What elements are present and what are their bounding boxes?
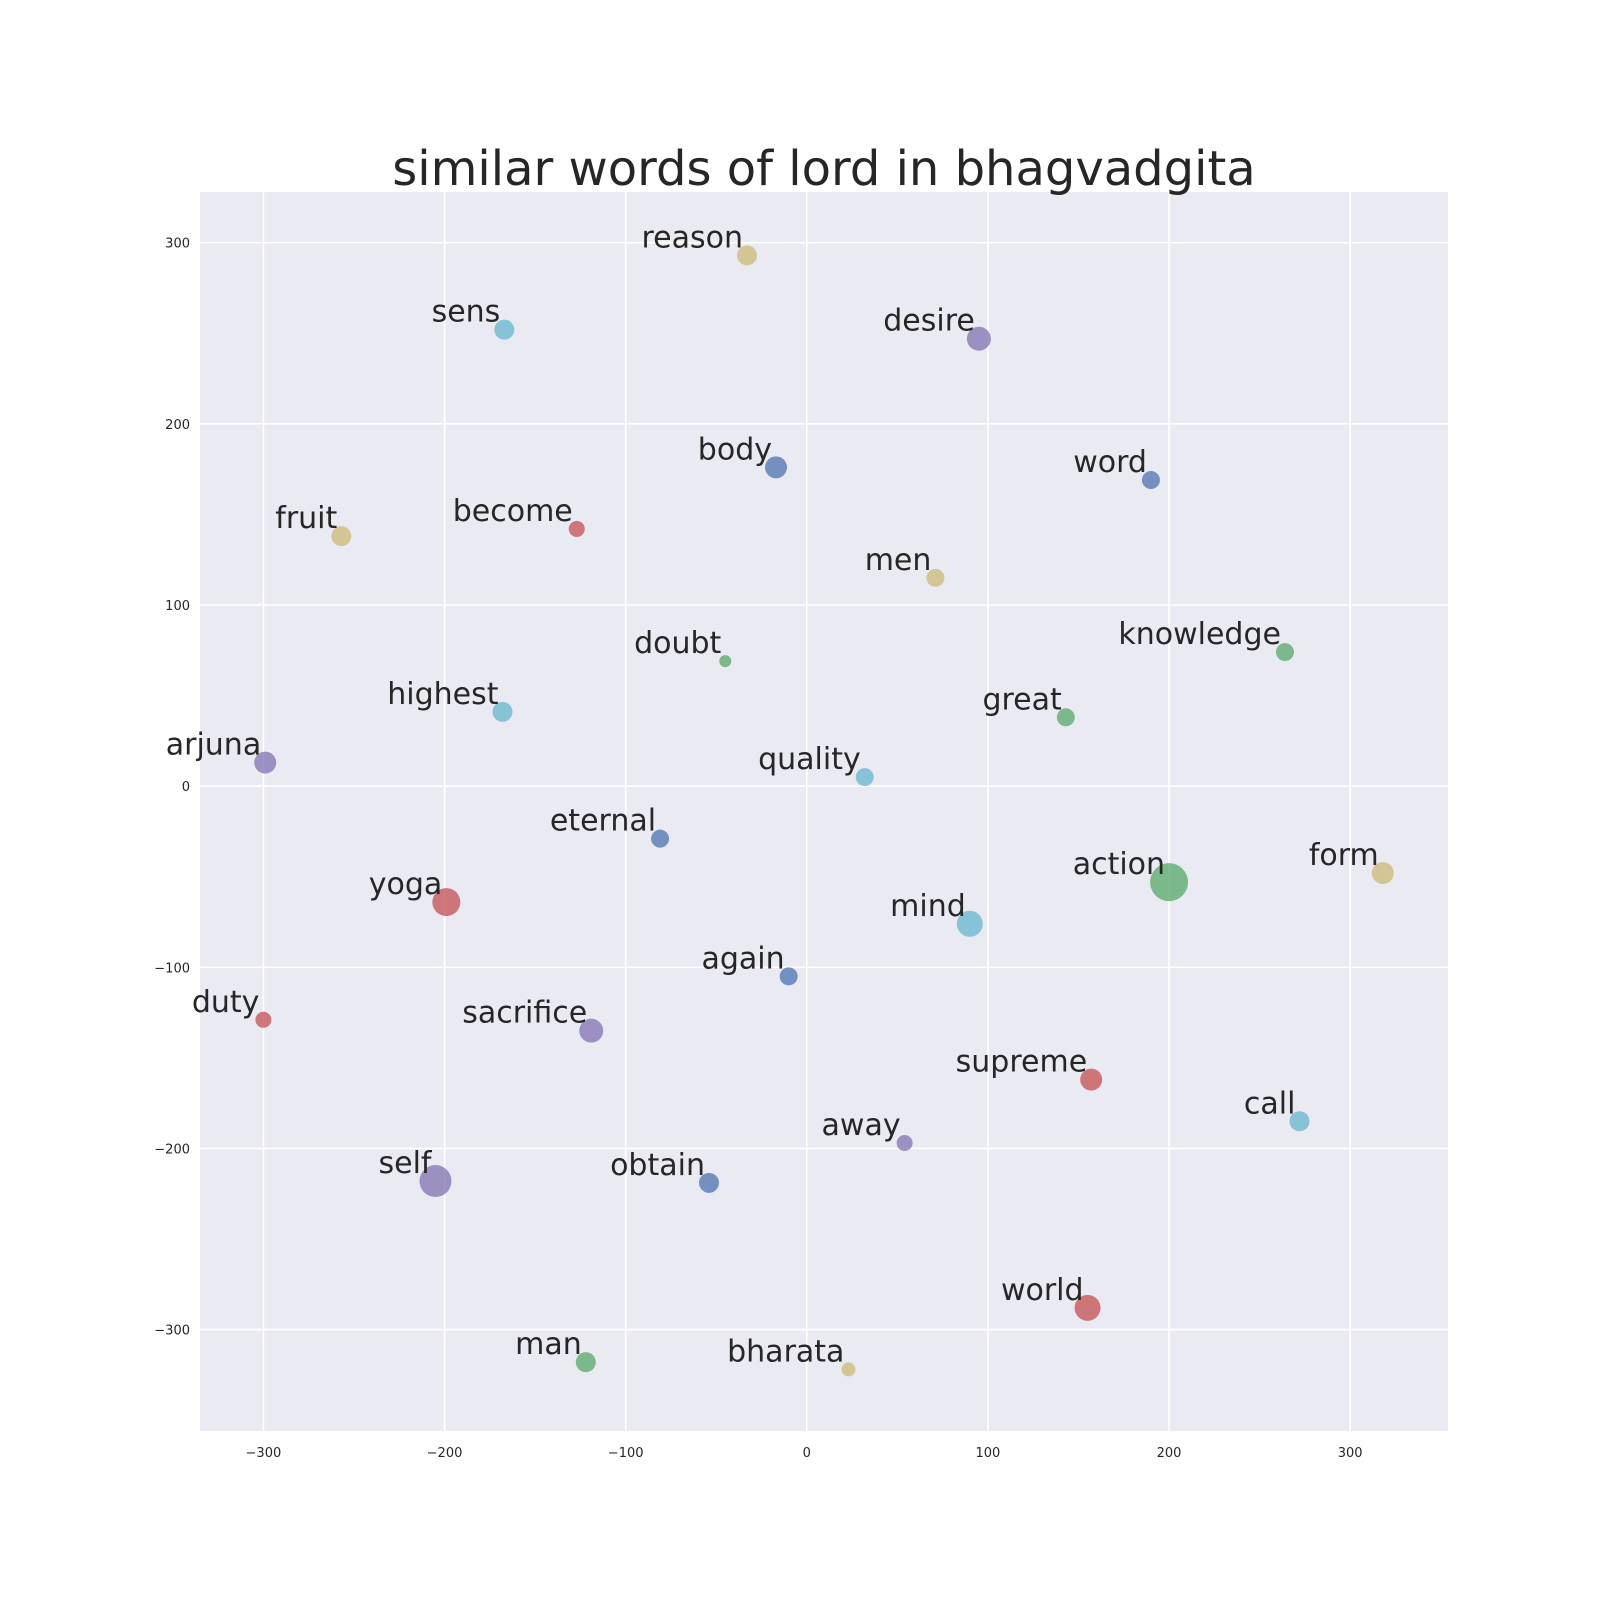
y-tick-label: 200 (165, 418, 190, 433)
point-call (1289, 1111, 1310, 1132)
label-word: word (1073, 445, 1147, 480)
point-self (419, 1165, 452, 1198)
label-desire: desire (883, 304, 975, 339)
label-again: again (702, 941, 785, 976)
point-again (779, 967, 798, 986)
x-tick-label: −100 (608, 1446, 644, 1461)
axis-ticks: −300 −200 −100 0 100 200 300 −300 −200 −100 0 100 20… (154, 237, 1362, 1461)
point-doubt (719, 655, 732, 668)
label-body: body (698, 432, 772, 467)
point-labels: reason sens desire body word fruit become men kn… (166, 220, 1379, 1369)
plot-area (200, 192, 1448, 1431)
point-word (1141, 471, 1160, 490)
point-world (1074, 1294, 1101, 1321)
label-quality: quality (758, 742, 861, 777)
x-tick-label: 0 (803, 1446, 811, 1461)
x-tick-label: 300 (1338, 1446, 1363, 1461)
y-tick-label: 0 (182, 780, 190, 795)
label-men: men (865, 543, 932, 578)
label-form: form (1309, 838, 1379, 873)
x-tick-label: 100 (976, 1446, 1001, 1461)
label-action: action (1073, 847, 1165, 882)
y-tick-label: −100 (154, 961, 190, 976)
point-duty (255, 1011, 272, 1028)
point-fruit (331, 526, 352, 547)
point-supreme (1080, 1068, 1103, 1091)
label-reason: reason (642, 220, 744, 255)
label-man: man (515, 1327, 582, 1362)
x-tick-label: 200 (1157, 1446, 1182, 1461)
label-self: self (378, 1146, 432, 1181)
point-sacrifice (579, 1018, 604, 1043)
point-obtain (698, 1172, 719, 1193)
data-points (254, 245, 1394, 1377)
label-obtain: obtain (610, 1148, 705, 1183)
x-tick-label: −300 (246, 1446, 282, 1461)
point-away (896, 1134, 913, 1151)
y-tick-label: 100 (165, 599, 190, 614)
point-arjuna (254, 751, 277, 774)
point-reason (737, 245, 758, 266)
label-bharata: bharata (727, 1334, 844, 1369)
point-knowledge (1275, 643, 1294, 662)
y-tick-label: −200 (154, 1142, 190, 1157)
label-yoga: yoga (369, 867, 443, 902)
label-duty: duty (192, 985, 260, 1020)
label-highest: highest (387, 677, 498, 712)
label-mind: mind (890, 889, 966, 924)
grid (200, 192, 1448, 1431)
label-fruit: fruit (275, 501, 337, 536)
point-sens (494, 319, 515, 340)
label-eternal: eternal (550, 804, 656, 839)
label-world: world (1001, 1273, 1084, 1308)
label-supreme: supreme (956, 1045, 1088, 1080)
label-arjuna: arjuna (166, 728, 261, 763)
label-knowledge: knowledge (1118, 617, 1281, 652)
point-highest (492, 701, 513, 722)
point-eternal (651, 829, 670, 848)
y-tick-label: 300 (165, 237, 190, 252)
point-action (1150, 863, 1189, 902)
point-form (1371, 862, 1394, 885)
point-bharata (841, 1362, 856, 1377)
label-sens: sens (432, 295, 501, 330)
point-mind (956, 910, 983, 937)
x-tick-label: −200 (427, 1446, 463, 1461)
point-great (1056, 708, 1075, 727)
label-sacrifice: sacrifice (462, 996, 587, 1031)
label-become: become (453, 494, 573, 529)
chart-title: similar words of lord in bhagvadgita (392, 141, 1255, 197)
point-man (575, 1352, 596, 1373)
point-quality (855, 768, 874, 787)
point-body (765, 456, 787, 479)
y-tick-label: −300 (154, 1324, 190, 1339)
label-doubt: doubt (634, 626, 721, 661)
label-call: call (1244, 1086, 1296, 1121)
point-become (568, 520, 585, 537)
point-men (926, 568, 945, 587)
point-desire (966, 326, 991, 351)
label-away: away (822, 1108, 901, 1143)
point-yoga (432, 888, 461, 917)
label-great: great (982, 682, 1062, 717)
